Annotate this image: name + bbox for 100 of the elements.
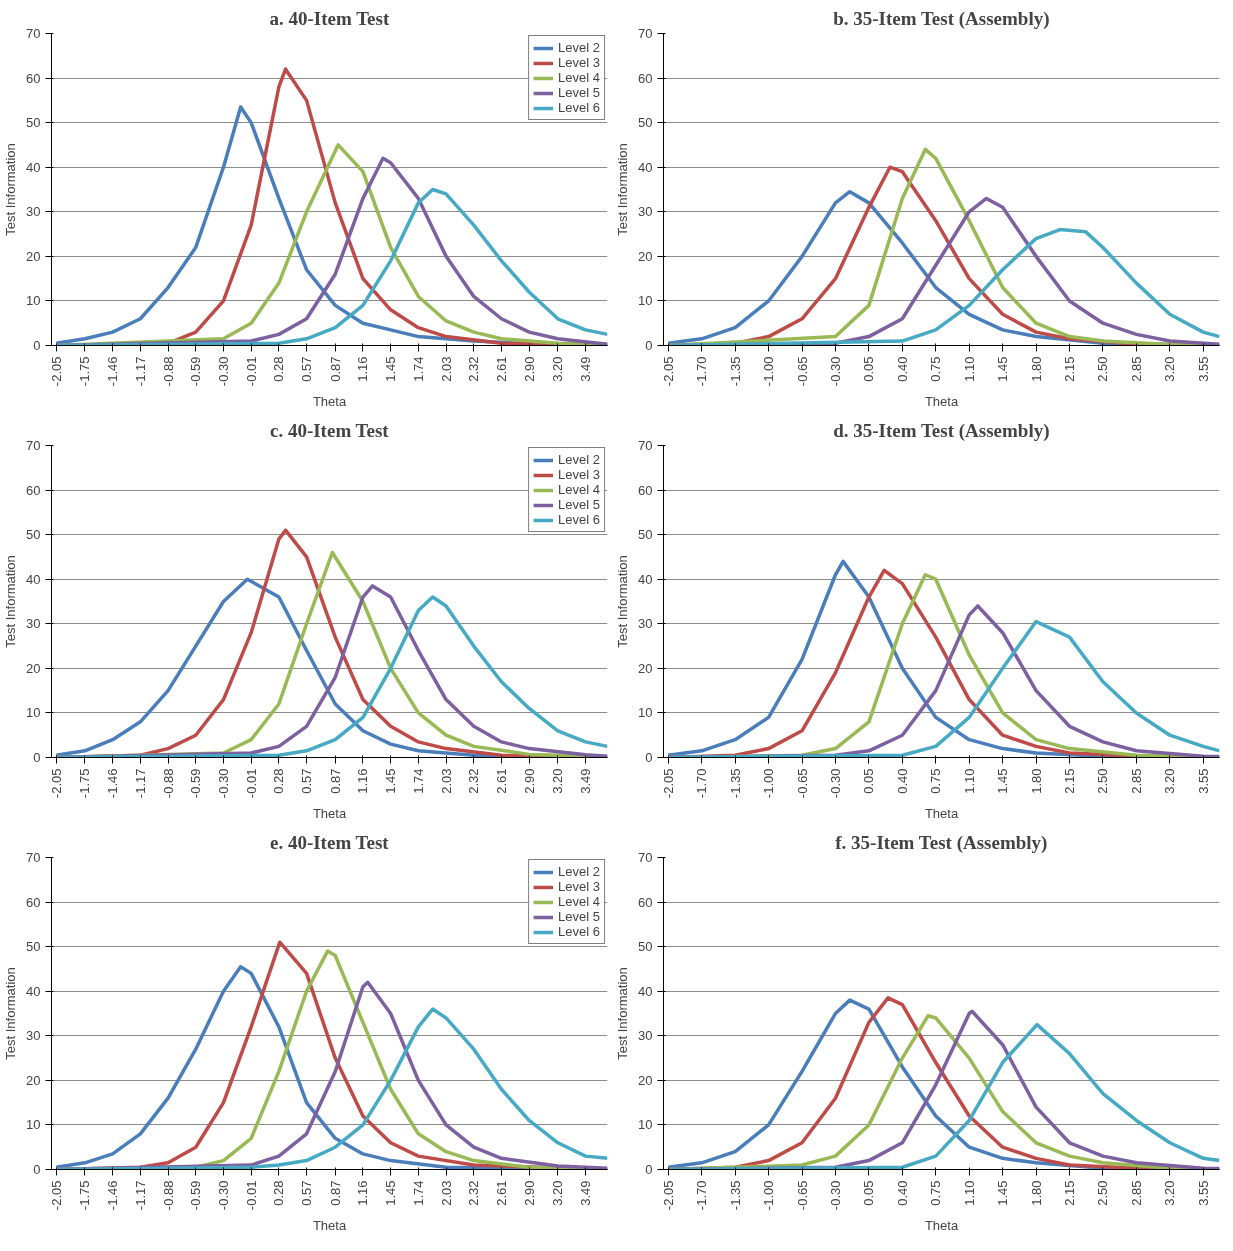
x-tick-label: -1.75 xyxy=(77,768,93,799)
x-tick-label: 2.85 xyxy=(1128,768,1144,794)
legend-label: Level 4 xyxy=(558,70,600,85)
x-tick-label: 0.87 xyxy=(327,356,343,382)
y-tick-label: 30 xyxy=(638,616,653,632)
legend-label: Level 6 xyxy=(558,512,600,527)
x-tick-label: 1.10 xyxy=(961,1180,977,1206)
x-tick-label: 3.20 xyxy=(1162,1180,1178,1206)
chart-title: a. 40-Item Test xyxy=(269,7,390,29)
y-tick-label: 50 xyxy=(638,939,653,955)
x-tick-label: -2.05 xyxy=(48,1180,64,1211)
x-tick-label: 0.57 xyxy=(299,356,315,382)
y-tick-label: 20 xyxy=(638,248,653,264)
chart-title: d. 35-Item Test (Assembly) xyxy=(833,419,1050,442)
x-axis-title: Theta xyxy=(312,806,347,822)
y-tick-label: 30 xyxy=(26,204,41,220)
x-tick-label: 0.57 xyxy=(299,1180,315,1206)
y-tick-label: 40 xyxy=(638,983,653,999)
y-tick-label: 0 xyxy=(645,750,653,765)
x-tick-label: -1.00 xyxy=(761,1180,777,1211)
y-axis-title: Test Information xyxy=(3,143,19,236)
x-tick-label: -2.05 xyxy=(660,356,676,387)
x-tick-label: 0.75 xyxy=(928,1180,944,1206)
x-tick-label: -1.75 xyxy=(77,356,93,387)
x-tick-label: 3.55 xyxy=(1195,356,1211,382)
x-tick-label: 0.57 xyxy=(299,768,315,794)
y-tick-label: 30 xyxy=(26,616,41,632)
x-tick-label: 0.05 xyxy=(861,1180,877,1206)
x-tick-label: -2.05 xyxy=(48,356,64,387)
x-tick-label: -1.70 xyxy=(694,1180,710,1211)
y-tick-label: 50 xyxy=(638,527,653,543)
y-tick-label: 60 xyxy=(638,482,653,498)
y-tick-label: 40 xyxy=(638,571,653,587)
y-tick-label: 70 xyxy=(638,850,653,865)
legend-label: Level 5 xyxy=(558,497,600,512)
x-tick-label: 1.45 xyxy=(383,356,399,382)
x-tick-label: -1.46 xyxy=(105,768,121,799)
x-tick-label: 1.10 xyxy=(961,356,977,382)
x-tick-label: -1.70 xyxy=(694,768,710,799)
x-tick-label: -0.01 xyxy=(243,768,259,799)
y-tick-label: 50 xyxy=(26,939,41,955)
y-tick-label: 60 xyxy=(26,482,41,498)
x-tick-label: 2.50 xyxy=(1095,1180,1111,1206)
x-tick-label: -0.30 xyxy=(827,356,843,387)
y-axis-title: Test Information xyxy=(3,967,19,1060)
x-tick-label: -0.65 xyxy=(794,356,810,387)
x-tick-label: 3.20 xyxy=(1162,768,1178,794)
x-tick-label: 2.50 xyxy=(1095,356,1111,382)
x-tick-label: 2.32 xyxy=(466,768,482,794)
legend-label: Level 6 xyxy=(558,100,600,115)
x-axis-title: Theta xyxy=(924,1218,959,1234)
x-tick-label: 3.20 xyxy=(550,768,566,794)
y-tick-label: 20 xyxy=(26,248,41,264)
legend-label: Level 2 xyxy=(558,452,600,467)
x-tick-label: -0.30 xyxy=(215,356,231,387)
x-tick-label: -1.35 xyxy=(727,356,743,387)
x-tick-label: -0.59 xyxy=(188,356,204,387)
legend-label: Level 2 xyxy=(558,864,600,879)
x-tick-label: 2.50 xyxy=(1095,768,1111,794)
y-tick-label: 10 xyxy=(26,705,41,721)
x-tick-label: -0.65 xyxy=(794,1180,810,1211)
x-tick-label: 2.15 xyxy=(1062,768,1078,794)
x-tick-label: 2.85 xyxy=(1128,1180,1144,1206)
x-tick-label: -2.05 xyxy=(660,1180,676,1211)
x-tick-label: -0.65 xyxy=(794,768,810,799)
x-tick-label: 2.32 xyxy=(466,356,482,382)
y-tick-label: 70 xyxy=(638,438,653,453)
x-tick-label: 0.05 xyxy=(861,768,877,794)
x-tick-label: 0.75 xyxy=(928,356,944,382)
y-tick-label: 0 xyxy=(645,338,653,353)
x-tick-label: -0.30 xyxy=(215,1180,231,1211)
x-tick-label: 0.87 xyxy=(327,768,343,794)
x-tick-label: 1.10 xyxy=(961,768,977,794)
x-tick-label: -1.35 xyxy=(727,768,743,799)
y-tick-label: 10 xyxy=(638,1117,653,1133)
x-tick-label: 1.80 xyxy=(1028,356,1044,382)
x-tick-label: 1.74 xyxy=(410,356,426,382)
x-axis-title: Theta xyxy=(924,806,959,822)
x-tick-label: 0.28 xyxy=(271,1180,287,1206)
x-tick-label: 3.49 xyxy=(578,356,594,382)
y-axis-title: Test Information xyxy=(615,555,631,648)
x-tick-label: -0.88 xyxy=(160,768,176,799)
y-tick-label: 10 xyxy=(26,1117,41,1133)
x-axis-title: Theta xyxy=(312,1218,347,1234)
y-tick-label: 0 xyxy=(33,750,41,765)
x-tick-label: -1.17 xyxy=(132,356,148,387)
y-tick-label: 20 xyxy=(26,660,41,676)
y-tick-label: 10 xyxy=(638,293,653,309)
x-tick-label: 3.49 xyxy=(578,768,594,794)
y-tick-label: 30 xyxy=(26,1028,41,1044)
y-axis-title: Test Information xyxy=(3,555,19,648)
x-tick-label: 0.87 xyxy=(327,1180,343,1206)
y-tick-label: 50 xyxy=(638,115,653,131)
y-tick-label: 60 xyxy=(26,894,41,910)
y-tick-label: 40 xyxy=(26,983,41,999)
x-tick-label: -0.88 xyxy=(160,1180,176,1211)
x-tick-label: -0.59 xyxy=(188,1180,204,1211)
x-tick-label: -0.59 xyxy=(188,768,204,799)
x-tick-label: 2.03 xyxy=(438,1180,454,1206)
y-tick-label: 60 xyxy=(638,894,653,910)
